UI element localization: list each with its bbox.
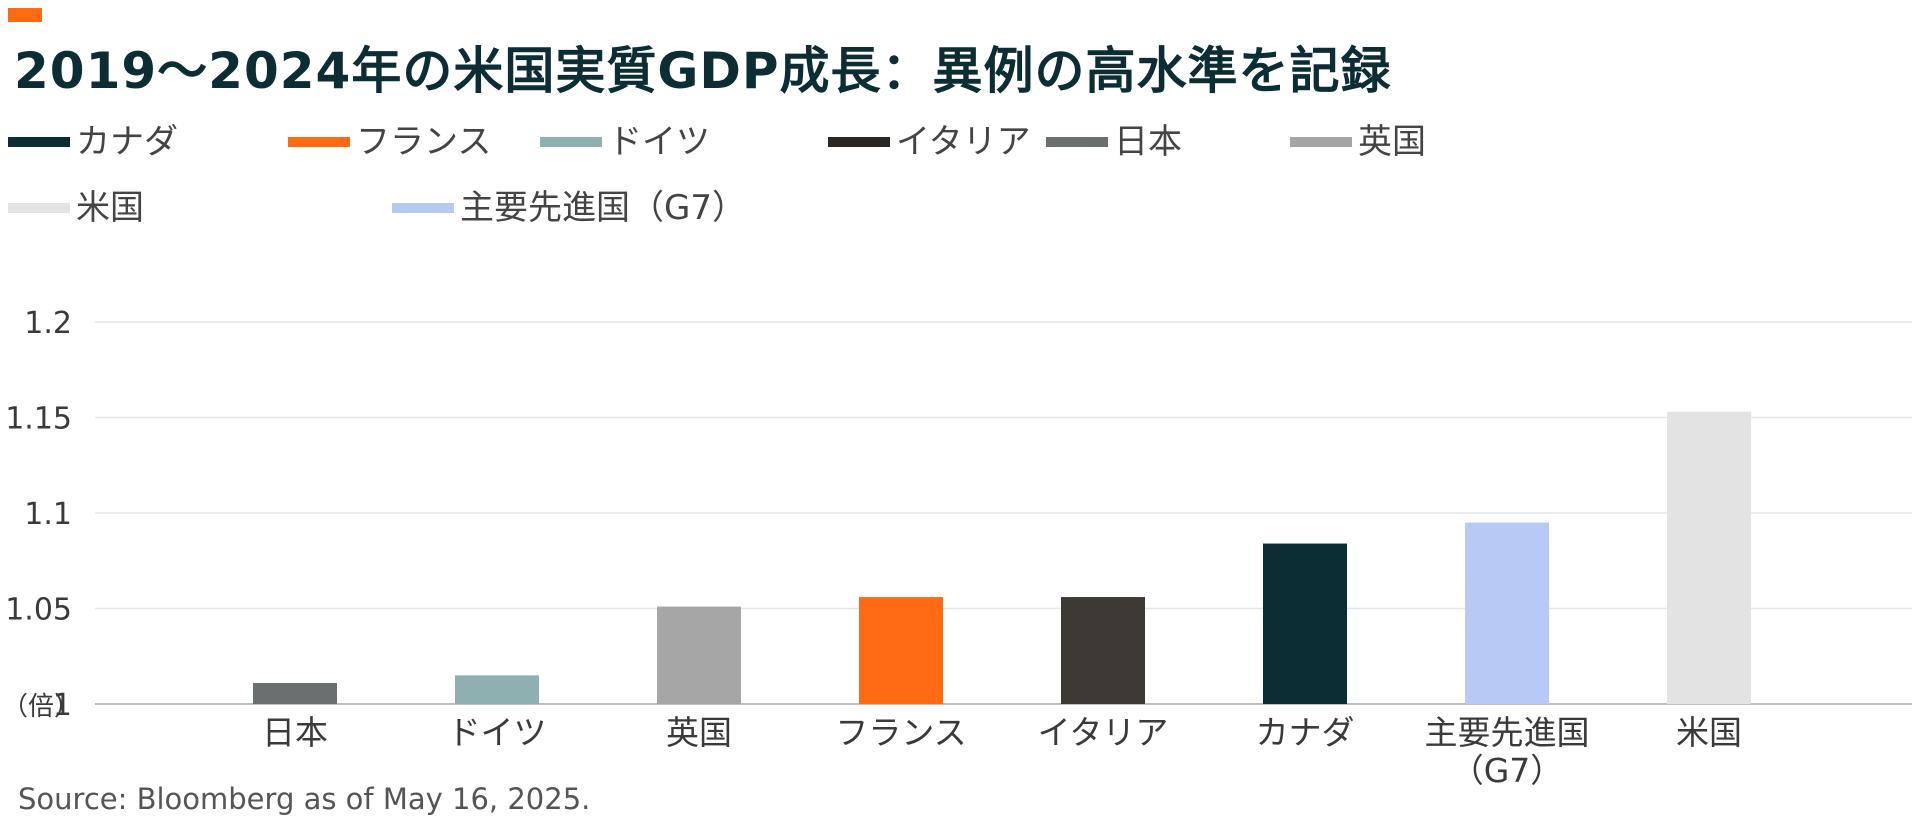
x-category-label: 米国 [1676,713,1742,752]
legend-item: カナダ [8,120,178,164]
legend-label: フランス [356,122,492,162]
legend-item: 主要先進国（G7） [392,186,746,230]
legend-swatch [540,137,602,147]
chart-svg: 1 1.05 1.1 1.15 1.2 （倍） 日本 ドイツ 英国 フランス イタリア カナダ 主要先進… [2,306,1912,790]
legend-label: 主要先進国（G7） [460,188,746,228]
y-unit-label: （倍） [2,692,80,722]
y-tick-label: 1.15 [5,402,72,437]
source-note: Source: Bloomberg as of May 16, 2025. [18,782,591,816]
bar [253,682,337,704]
bar [1465,522,1549,704]
x-category-label: （G7） [1451,751,1564,790]
bar [859,597,943,704]
y-tick-label: 1.1 [24,497,72,532]
x-category-label: イタリア [1038,713,1169,752]
x-category-label: 主要先進国 [1425,713,1590,752]
x-category-label: カナダ [1256,713,1355,752]
legend-label: 日本 [1114,122,1182,162]
bar [455,675,539,704]
legend-label: 米国 [76,188,144,228]
bar [1061,597,1145,704]
legend-swatch [8,203,70,213]
legend-swatch [828,137,890,147]
legend-swatch [8,137,70,147]
legend-label: イタリア [896,122,1031,162]
y-tick-label: 1.05 [5,593,72,628]
legend-item: 英国 [1290,120,1426,164]
bar [657,606,741,704]
legend-item: 米国 [8,186,144,230]
legend-label: カナダ [76,122,178,162]
legend-item: 日本 [1046,120,1182,164]
bar [1263,543,1347,704]
x-category-label: フランス [835,713,966,752]
accent-bar [8,8,42,22]
x-category-label: 英国 [666,713,732,752]
legend-item: ドイツ [540,120,710,164]
bar-chart: 1 1.05 1.1 1.15 1.2 （倍） 日本 ドイツ 英国 フランス イタリア カナダ 主要先進… [0,290,1920,790]
legend-label: ドイツ [608,122,710,162]
legend-swatch [1046,137,1108,147]
legend-swatch [1290,137,1352,147]
legend: カナダ フランス ドイツ イタリア 日本 英国米国 主要先進国（G7） [0,120,1920,260]
y-tick-label: 1.2 [24,306,72,341]
legend-item: イタリア [828,120,1031,164]
legend-item: フランス [288,120,491,164]
bar [1667,411,1751,704]
chart-title: 2019～2024年の米国実質GDP成長：異例の高水準を記録 [14,42,1392,100]
x-category-label: ドイツ [448,713,547,752]
legend-swatch [288,137,350,147]
y-tick-label: 1 [53,688,72,723]
legend-swatch [392,203,454,213]
legend-label: 英国 [1358,122,1426,162]
x-category-label: 日本 [262,713,328,752]
